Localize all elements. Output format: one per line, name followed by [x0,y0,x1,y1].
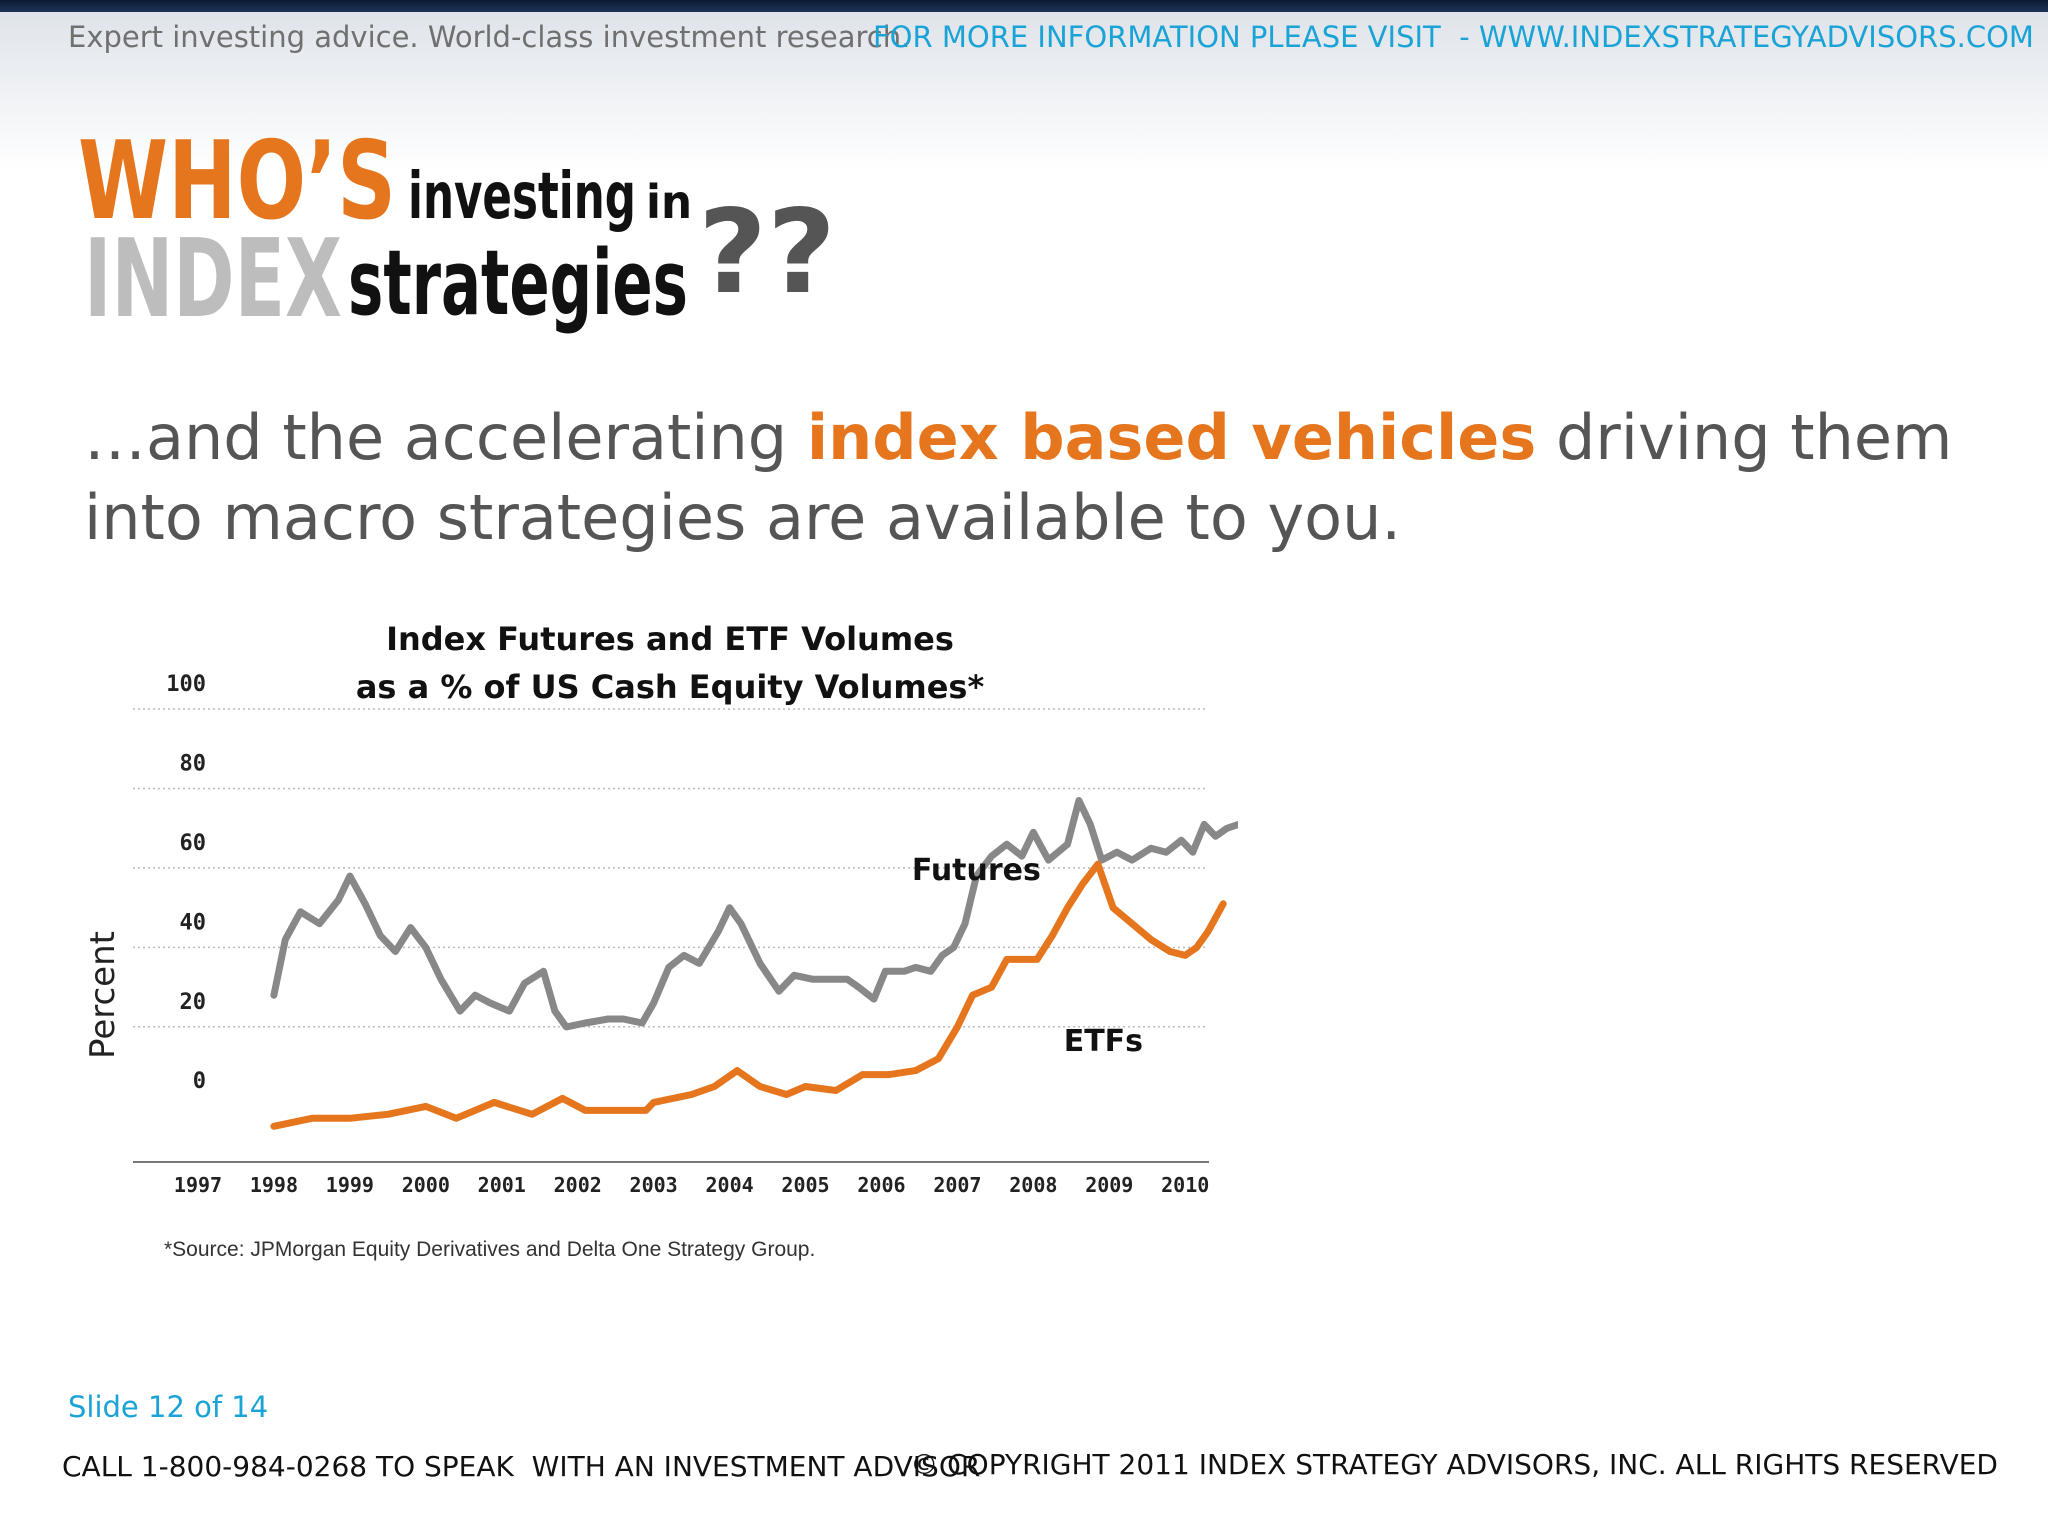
logo-in: in [646,175,692,229]
x-tick-label: 2005 [781,1173,829,1197]
series-line-futures [270,797,1238,1031]
x-tick-label: 2008 [1009,1173,1057,1197]
y-axis-label: Percent [83,931,123,1059]
x-tick-label: 2003 [630,1173,678,1197]
header-band [0,12,2048,172]
tagline: Expert investing advice. World-class inv… [68,20,911,54]
copyright-text: © COPYRIGHT 2011 INDEX STRATEGY ADVISORS… [910,1448,1998,1481]
x-tick-label: 1997 [174,1173,222,1197]
website-link[interactable]: FOR MORE INFORMATION PLEASE VISIT - WWW.… [873,20,2034,54]
logo-question-marks: ?? [698,185,836,320]
y-tick-label: 60 [180,831,207,856]
slide-counter: Slide 12 of 14 [68,1390,269,1424]
x-tick-label: 2004 [705,1173,753,1197]
x-tick-label: 2010 [1161,1173,1209,1197]
y-tick-label: 40 [180,910,207,935]
series-line-etfs [270,860,1227,1130]
logo-strategies: strategies [348,231,688,336]
subhead-part1: …and the accelerating [84,401,807,474]
subhead-highlight: index based vehicles [806,401,1537,474]
x-tick-label: 2006 [857,1173,905,1197]
y-tick-label: 0 [193,1069,206,1094]
x-tick-label: 2002 [554,1173,602,1197]
x-tick-label: 1999 [326,1173,374,1197]
chart-source: *Source: JPMorgan Equity Derivatives and… [164,1238,815,1261]
x-tick-label: 2000 [402,1173,450,1197]
series-label-futures: Futures [912,853,1041,888]
logo-investing: investing [408,160,636,234]
logo-whos: WHO’S [78,119,396,244]
y-tick-label: 20 [180,990,207,1015]
chart-title-line2: as a % of US Cash Equity Volumes* [356,668,985,706]
volume-chart: Index Futures and ETF Volumes as a % of … [83,620,1238,1261]
chart-title-line1: Index Futures and ETF Volumes [386,620,954,658]
subhead: …and the accelerating index based vehicl… [84,398,1984,558]
y-tick-label: 100 [166,672,206,697]
x-tick-label: 2007 [933,1173,981,1197]
subhead-part2: driving them into macro strategies are a… [84,401,1953,554]
x-tick-label: 2001 [478,1173,526,1197]
series-label-etfs: ETFs [1064,1024,1143,1059]
logo-index: INDEX [84,217,342,338]
y-tick-label: 80 [180,751,207,776]
x-tick-label: 2009 [1085,1173,1133,1197]
top-bar [0,0,2048,12]
call-advisor-text: CALL 1-800-984-0268 TO SPEAK WITH AN INV… [62,1450,981,1483]
x-tick-label: 1998 [250,1173,298,1197]
logo: WHO’S investing in INDEX strategies ?? [78,119,836,338]
